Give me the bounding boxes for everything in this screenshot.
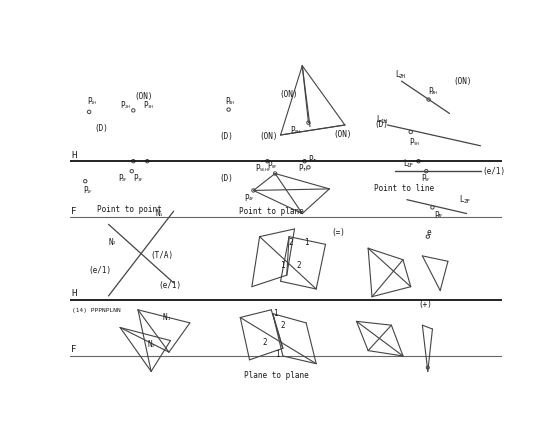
Text: 1: 1 [275,350,280,359]
Text: $_{9H}$: $_{9H}$ [413,141,420,148]
Text: L: L [377,115,381,124]
Text: L: L [403,159,408,168]
Text: (D): (D) [219,132,233,141]
Text: (ON): (ON) [259,132,278,141]
Text: $_{9F}$: $_{9F}$ [424,177,431,184]
Text: P: P [291,126,295,135]
Text: 2: 2 [297,261,301,270]
Text: (e/1): (e/1) [88,266,112,275]
Text: H: H [71,151,76,160]
Text: $_{8H}$: $_{8H}$ [294,128,302,136]
Text: F: F [71,346,76,354]
Text: $_{8F}$: $_{8F}$ [271,164,278,171]
Text: $_{3H}$: $_{3H}$ [147,104,154,111]
Text: $_{3F}$: $_{3F}$ [137,177,144,184]
Text: $_{4F}$: $_{4F}$ [248,196,254,203]
Text: e: e [426,228,431,237]
Text: (D): (D) [94,124,108,133]
Text: 1: 1 [304,238,309,247]
Text: $_{56HF}$: $_{56HF}$ [259,167,272,174]
Text: $_{7F}$: $_{7F}$ [312,158,318,165]
Text: (T/A): (T/A) [150,251,174,260]
Text: $_1$: $_1$ [167,315,171,323]
Text: N: N [108,238,113,247]
Text: P: P [267,161,272,170]
Text: H: H [71,289,76,298]
Text: P: P [434,210,439,219]
Text: L: L [460,195,464,204]
Text: $_{2H}$: $_{2H}$ [124,104,131,111]
Text: $_2$: $_2$ [151,343,155,349]
Text: (ON): (ON) [333,130,352,140]
Text: P: P [225,97,229,106]
Text: $_{AH}$: $_{AH}$ [431,90,439,97]
Text: P: P [244,194,249,203]
Text: 2: 2 [262,338,267,347]
Text: 1: 1 [273,309,278,318]
Text: P: P [421,175,425,184]
Text: (ON): (ON) [279,90,297,98]
Text: P: P [118,175,122,184]
Text: $_{2F}$: $_{2F}$ [121,177,128,184]
Text: $_{1H}$: $_{1H}$ [90,100,98,107]
Text: Point to plane: Point to plane [239,207,304,216]
Text: Point to point: Point to point [97,205,162,214]
Text: (14) PPPNPLNN: (14) PPPNPLNN [72,308,121,313]
Text: N: N [163,313,167,322]
Text: Plane to plane: Plane to plane [244,371,309,380]
Text: (=): (=) [331,228,345,237]
Text: P: P [143,101,148,110]
Text: P: P [256,165,261,173]
Text: F: F [71,207,76,216]
Text: (e/1): (e/1) [158,281,181,290]
Text: 1: 1 [281,261,285,270]
Text: P: P [409,138,414,147]
Text: L: L [395,70,400,79]
Text: Point to line: Point to line [374,184,435,194]
Text: P: P [83,186,88,195]
Text: $_{1F}$: $_{1F}$ [86,188,93,196]
Text: (D): (D) [219,175,233,184]
Text: P: P [120,101,125,110]
Text: P: P [299,165,303,173]
Text: N: N [155,209,160,218]
Text: 2H: 2H [399,74,406,79]
Text: 1F: 1F [406,162,413,168]
Text: $_{7H}$: $_{7H}$ [302,167,309,174]
Text: 2: 2 [281,321,285,330]
Text: $_{AF}$: $_{AF}$ [437,213,445,220]
Text: P: P [133,175,138,184]
Text: (ON): (ON) [134,92,152,101]
Text: P: P [87,97,92,106]
Text: 2F: 2F [463,199,470,204]
Text: $_1$: $_1$ [159,212,163,219]
Text: P: P [428,87,432,96]
Text: 1H: 1H [380,119,387,124]
Text: (ON): (ON) [453,76,472,86]
Text: 2: 2 [288,238,293,247]
Text: N: N [147,340,152,349]
Text: $_2$: $_2$ [112,240,117,247]
Text: P: P [309,155,313,164]
Text: (D): (D) [374,121,388,130]
Text: (e/1): (e/1) [483,167,506,176]
Text: $_{4H}$: $_{4H}$ [228,100,236,107]
Text: (+): (+) [418,300,432,309]
